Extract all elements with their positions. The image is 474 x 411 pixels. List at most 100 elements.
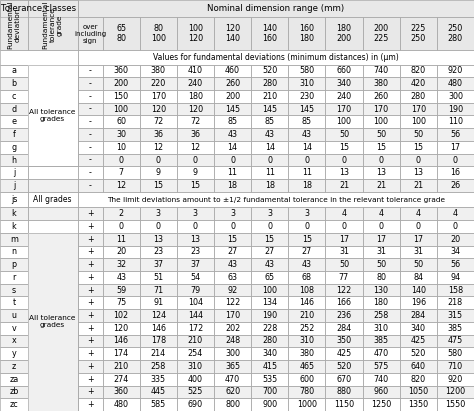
Bar [437,398,474,411]
Text: 300: 300 [225,349,240,358]
Bar [363,77,400,90]
Text: 172: 172 [188,324,203,333]
Bar [363,347,400,360]
Bar [0,335,27,347]
Bar [363,141,400,154]
Bar [363,245,400,258]
Text: 32: 32 [116,260,126,269]
Text: 0: 0 [304,222,310,231]
Text: 0: 0 [193,222,198,231]
Bar [78,90,102,103]
Bar [437,115,474,128]
Bar [251,115,288,128]
Bar [363,65,400,77]
Bar [251,258,288,271]
Bar [27,207,78,220]
Bar [400,398,437,411]
Bar [326,386,363,398]
Bar [78,386,102,398]
Bar [27,141,78,154]
Bar [27,192,78,207]
Bar [140,347,177,360]
Bar [140,166,177,179]
Text: 84: 84 [413,273,423,282]
Bar [78,154,102,166]
Bar [102,65,140,77]
Bar [326,296,363,309]
Bar [78,335,102,347]
Text: 710: 710 [448,362,463,371]
Bar [288,65,326,77]
Bar [177,128,214,141]
Bar [27,65,78,77]
Bar [78,309,102,322]
Bar [177,245,214,258]
Bar [140,77,177,90]
Bar [326,245,363,258]
Bar [140,347,177,360]
Bar [0,128,27,141]
Bar [27,166,78,179]
Bar [27,128,78,141]
Bar [214,154,251,166]
Bar [288,245,326,258]
Bar [140,284,177,296]
Text: 900: 900 [262,400,277,409]
Bar [326,141,363,154]
Text: 920: 920 [448,67,463,76]
Bar [363,103,400,115]
Text: 1200: 1200 [446,388,465,396]
Text: m: m [10,235,18,244]
Text: 380: 380 [374,79,389,88]
Bar [102,17,140,50]
Bar [78,179,102,192]
Bar [288,17,326,50]
Text: 960: 960 [374,388,389,396]
Bar [437,65,474,77]
Bar [78,166,102,179]
Bar [326,309,363,322]
Bar [177,398,214,411]
Bar [363,258,400,271]
Text: 108: 108 [300,286,314,295]
Bar [27,309,78,322]
Text: 3: 3 [156,209,161,218]
Bar [251,90,288,103]
Bar [27,220,78,233]
Bar [326,207,363,220]
Bar [102,309,140,322]
Bar [214,233,251,245]
Bar [140,103,177,115]
Bar [140,179,177,192]
Text: g: g [11,143,17,152]
Bar [214,17,251,50]
Bar [0,77,27,90]
Bar [78,258,102,271]
Text: 170: 170 [337,105,352,113]
Text: 36: 36 [153,130,163,139]
Bar [78,192,474,207]
Text: s: s [12,286,16,295]
Text: 75: 75 [116,298,126,307]
Text: 0: 0 [379,155,383,164]
Bar [251,103,288,115]
Bar [78,115,102,128]
Bar [102,335,140,347]
Text: 310: 310 [300,337,314,346]
Bar [400,207,437,220]
Text: +: + [87,247,93,256]
Bar [437,271,474,284]
Bar [177,347,214,360]
Text: 13: 13 [153,235,163,244]
Text: +: + [87,260,93,269]
Text: 15: 15 [228,235,237,244]
Bar [437,141,474,154]
Text: 122: 122 [337,286,352,295]
Text: 94: 94 [450,273,460,282]
Bar [177,258,214,271]
Bar [326,141,363,154]
Bar [214,128,251,141]
Text: 4: 4 [453,209,458,218]
Bar [251,128,288,141]
Bar [326,271,363,284]
